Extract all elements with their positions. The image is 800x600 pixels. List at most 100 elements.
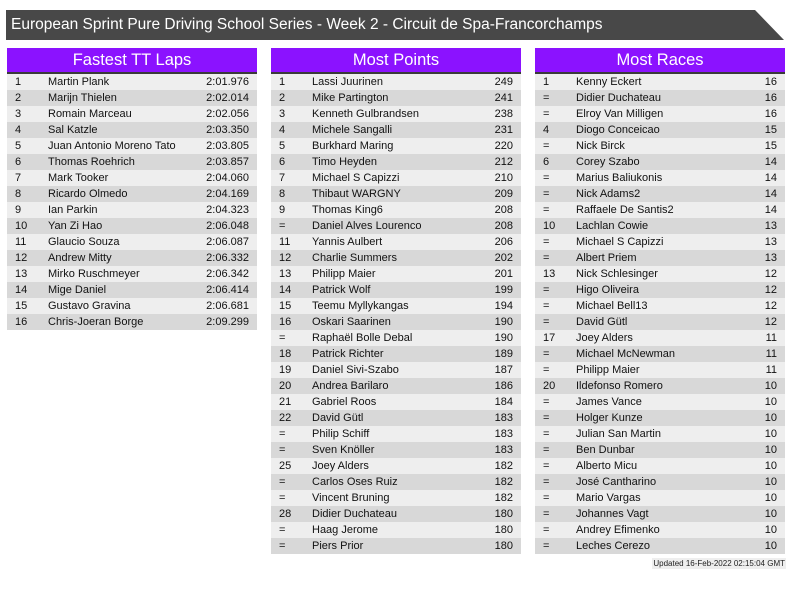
- value-cell: 2:02.014: [206, 92, 249, 104]
- value-cell: 231: [494, 124, 513, 136]
- table-row: = Elroy Van Milligen 16: [535, 106, 785, 122]
- rank-cell: 1: [279, 76, 286, 88]
- table-row: 1 Lassi Juurinen 249: [271, 74, 521, 90]
- rank-cell: 7: [15, 172, 22, 184]
- driver-name-cell: Michael S Capizzi: [576, 236, 664, 248]
- table-row: 5 Burkhard Maring 220: [271, 138, 521, 154]
- value-cell: 210: [494, 172, 513, 184]
- driver-name-cell: Andrey Efimenko: [576, 524, 660, 536]
- driver-name-cell: Philipp Maier: [576, 364, 640, 376]
- value-cell: 180: [494, 540, 513, 552]
- value-cell: 10: [764, 476, 777, 488]
- driver-name-cell: Chris-Joeran Borge: [48, 316, 144, 328]
- rank-cell: 16: [279, 316, 292, 328]
- driver-name-cell: Sal Katzle: [48, 124, 98, 136]
- table-row: = Carlos Oses Ruiz 182: [271, 474, 521, 490]
- value-cell: 16: [764, 92, 777, 104]
- rank-cell: 10: [15, 220, 28, 232]
- driver-name-cell: Julian San Martin: [576, 428, 661, 440]
- rank-cell: 18: [279, 348, 292, 360]
- table-row: 5 Juan Antonio Moreno Tato 2:03.805: [7, 138, 257, 154]
- driver-name-cell: Thomas King6: [312, 204, 383, 216]
- driver-name-cell: Higo Oliveira: [576, 284, 639, 296]
- value-cell: 2:03.805: [206, 140, 249, 152]
- value-cell: 2:04.323: [206, 204, 249, 216]
- value-cell: 182: [494, 460, 513, 472]
- table-row: 11 Yannis Aulbert 206: [271, 234, 521, 250]
- table-row: = Vincent Bruning 182: [271, 490, 521, 506]
- rank-cell: =: [543, 348, 550, 360]
- value-cell: 2:06.048: [206, 220, 249, 232]
- most-points-table: Most Points 1 Lassi Juurinen 249 2 Mike Part…: [271, 48, 521, 554]
- table-row: 12 Charlie Summers 202: [271, 250, 521, 266]
- table-row: = David Gütl 12: [535, 314, 785, 330]
- rank-cell: =: [543, 284, 550, 296]
- driver-name-cell: Johannes Vagt: [576, 508, 649, 520]
- rank-cell: 11: [15, 236, 27, 248]
- driver-name-cell: Lassi Juurinen: [312, 76, 383, 88]
- value-cell: 14: [764, 204, 777, 216]
- table-row: = Nick Adams2 14: [535, 186, 785, 202]
- table-row: = Higo Oliveira 12: [535, 282, 785, 298]
- value-cell: 2:02.056: [206, 108, 249, 120]
- table-heading: Most Races: [535, 48, 785, 74]
- driver-name-cell: Charlie Summers: [312, 252, 397, 264]
- table-row: = Michael S Capizzi 13: [535, 234, 785, 250]
- driver-name-cell: Mark Tooker: [48, 172, 109, 184]
- value-cell: 190: [494, 316, 513, 328]
- table-row: = Holger Kunze 10: [535, 410, 785, 426]
- driver-name-cell: Andrew Mitty: [48, 252, 112, 264]
- table-row: 15 Gustavo Gravina 2:06.681: [7, 298, 257, 314]
- driver-name-cell: Yan Zi Hao: [48, 220, 103, 232]
- table-row: 28 Didier Duchateau 180: [271, 506, 521, 522]
- table-row: = Philip Schiff 183: [271, 426, 521, 442]
- driver-name-cell: Corey Szabo: [576, 156, 640, 168]
- value-cell: 238: [494, 108, 513, 120]
- rank-cell: 7: [279, 172, 286, 184]
- driver-name-cell: Patrick Richter: [312, 348, 384, 360]
- table-row: 3 Romain Marceau 2:02.056: [7, 106, 257, 122]
- driver-name-cell: David Gütl: [576, 316, 628, 328]
- rank-cell: 13: [543, 268, 556, 280]
- rank-cell: =: [279, 428, 286, 440]
- rank-cell: =: [543, 236, 550, 248]
- table-row: 25 Joey Alders 182: [271, 458, 521, 474]
- driver-name-cell: Sven Knöller: [312, 444, 375, 456]
- value-cell: 10: [764, 540, 777, 552]
- rank-cell: 12: [279, 252, 292, 264]
- value-cell: 189: [494, 348, 513, 360]
- rank-cell: 13: [15, 268, 28, 280]
- table-row: = Daniel Alves Lourenco 208: [271, 218, 521, 234]
- driver-name-cell: José Cantharino: [576, 476, 657, 488]
- driver-name-cell: Ricardo Olmedo: [48, 188, 128, 200]
- value-cell: 10: [764, 396, 777, 408]
- value-cell: 208: [494, 220, 513, 232]
- table-row: = Marius Baliukonis 14: [535, 170, 785, 186]
- rank-cell: 1: [15, 76, 22, 88]
- driver-name-cell: Michael S Capizzi: [312, 172, 400, 184]
- driver-name-cell: Timo Heyden: [312, 156, 378, 168]
- table-row: 7 Mark Tooker 2:04.060: [7, 170, 257, 186]
- value-cell: 16: [764, 76, 777, 88]
- driver-name-cell: Michele Sangalli: [312, 124, 393, 136]
- value-cell: 186: [494, 380, 513, 392]
- table-row: 17 Joey Alders 11: [535, 330, 785, 346]
- rank-cell: 28: [279, 508, 292, 520]
- value-cell: 14: [764, 188, 777, 200]
- table-row: = Michael McNewman 11: [535, 346, 785, 362]
- value-cell: 10: [764, 492, 777, 504]
- table-row: 21 Gabriel Roos 184: [271, 394, 521, 410]
- rank-cell: 6: [279, 156, 286, 168]
- table-row: 22 David Gütl 183: [271, 410, 521, 426]
- driver-name-cell: Marijn Thielen: [48, 92, 117, 104]
- value-cell: 199: [494, 284, 513, 296]
- rank-cell: 15: [15, 300, 28, 312]
- rank-cell: 20: [543, 380, 556, 392]
- table-row: 6 Corey Szabo 14: [535, 154, 785, 170]
- rank-cell: 6: [543, 156, 550, 168]
- driver-name-cell: Carlos Oses Ruiz: [312, 476, 398, 488]
- table-heading: Most Points: [271, 48, 521, 74]
- driver-name-cell: Burkhard Maring: [312, 140, 394, 152]
- value-cell: 220: [494, 140, 513, 152]
- table-row: 16 Chris-Joeran Borge 2:09.299: [7, 314, 257, 330]
